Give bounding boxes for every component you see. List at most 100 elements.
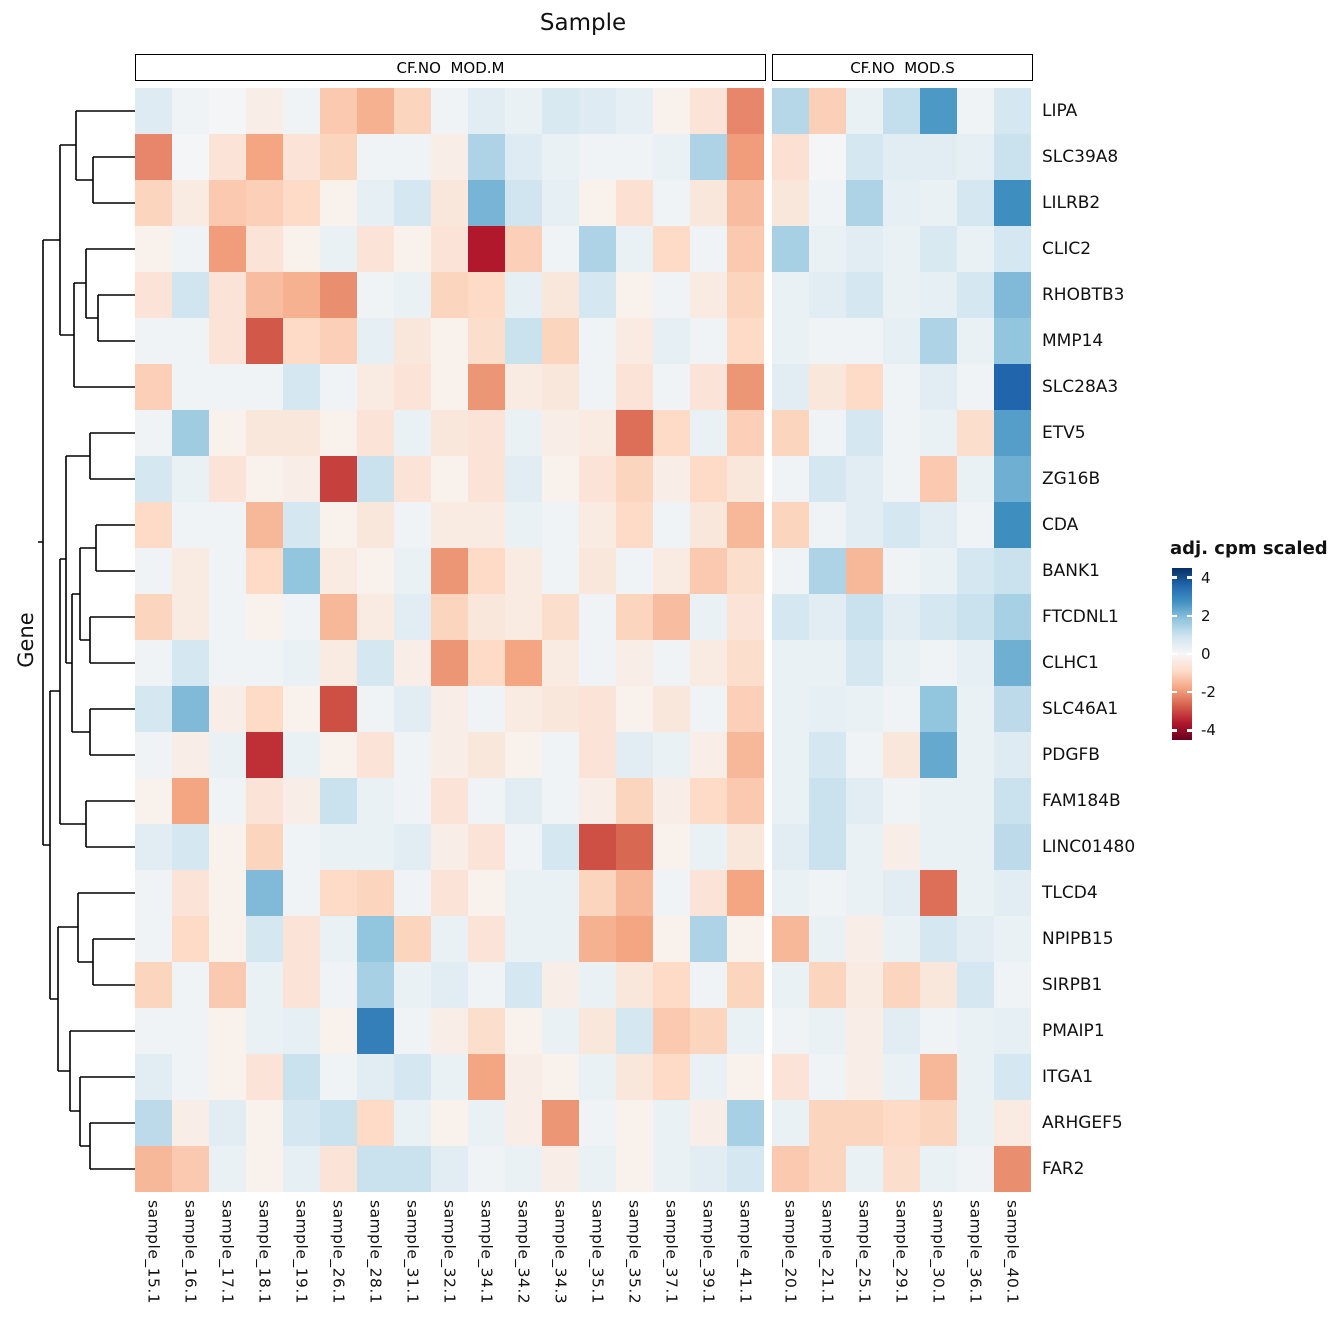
heatmap-cell [920,870,957,916]
heatmap-cell [846,272,883,318]
heatmap-cell [809,548,846,594]
heatmap-cell [846,640,883,686]
heatmap-cell [772,226,809,272]
heatmap-cell [994,778,1031,824]
heatmap-cell [172,1100,209,1146]
heatmap-cell [883,180,920,226]
heatmap-cell [135,962,172,1008]
heatmap-cell [846,318,883,364]
legend-tickmark [1187,729,1193,732]
heatmap-cell [809,364,846,410]
heatmap-cell [505,180,542,226]
heatmap-cell [283,502,320,548]
heatmap-cell [209,1008,246,1054]
heatmap-cell [653,686,690,732]
heatmap-cell [809,318,846,364]
heatmap-cell [616,1054,653,1100]
sample-label-cell: sample_34.3 [542,1200,579,1304]
heatmap-cell [957,962,994,1008]
sample-axis-labels: sample_15.1 sample_16.1 sample_17.1 sample_… [135,1200,1031,1304]
heatmap-cell [772,916,809,962]
heatmap-cell [772,318,809,364]
heatmap-cell [690,410,727,456]
heatmap-cell [283,824,320,870]
heatmap-cell [846,962,883,1008]
heatmap-cell [283,134,320,180]
sample-label-cell: sample_15.1 [135,1200,172,1304]
heatmap-cell [690,134,727,180]
heatmap-cell [431,134,468,180]
heatmap-cell [357,318,394,364]
heatmap-cell [505,916,542,962]
legend-tickmark [1187,652,1193,656]
heatmap-cell [809,640,846,686]
heatmap-cell [320,134,357,180]
heatmap-cell [135,410,172,456]
gene-label: CLIC2 [1042,239,1092,259]
heatmap-cell [579,594,616,640]
heatmap-cell [994,962,1031,1008]
heatmap-cell [394,88,431,134]
gene-label: FAR2 [1042,1159,1085,1179]
column-block-gap [764,180,772,226]
heatmap-cell [579,824,616,870]
heatmap-cell [809,732,846,778]
heatmap-cell [468,318,505,364]
heatmap-cell [920,410,957,456]
heatmap-cell [579,410,616,456]
sample-label: sample_37.1 [662,1200,681,1305]
heatmap-cell [431,870,468,916]
heatmap-cell [172,916,209,962]
heatmap-cell [542,410,579,456]
heatmap-cell [727,364,764,410]
legend-tick-label: 2 [1201,606,1211,625]
heatmap-cell [468,456,505,502]
heatmap-cell [957,502,994,548]
heatmap-cell [846,916,883,962]
heatmap-cell [283,410,320,456]
heatmap-cell [542,456,579,502]
heatmap-cell [920,732,957,778]
heatmap-cell [616,640,653,686]
heatmap-cell [542,732,579,778]
heatmap-cell [246,410,283,456]
heatmap-cell [431,1008,468,1054]
column-block-gap [764,272,772,318]
gene-label: PDGFB [1042,745,1100,765]
heatmap-cell [957,134,994,180]
heatmap-cell [357,548,394,594]
column-block-gap [764,594,772,640]
sample-label-cell: sample_21.1 [809,1200,846,1304]
gene-label: ARHGEF5 [1042,1113,1123,1133]
heatmap-cell [431,364,468,410]
column-group-modm-label: CF.NO MOD.M [396,58,505,77]
heatmap-cell [320,272,357,318]
heatmap-cell [209,272,246,318]
heatmap-cell [505,1008,542,1054]
gene-label: SLC39A8 [1042,147,1119,167]
heatmap-cell [431,272,468,318]
sample-label-cell: sample_28.1 [357,1200,394,1304]
heatmap-cell [727,962,764,1008]
heatmap-cell [994,640,1031,686]
heatmap-cell [246,88,283,134]
heatmap-cell [846,1054,883,1100]
sample-label-cell: sample_18.1 [246,1200,283,1304]
heatmap-cell [135,594,172,640]
heatmap-cell [846,364,883,410]
column-block-gap [764,778,772,824]
plot-title: Sample [539,10,627,36]
heatmap-cell [283,870,320,916]
heatmap-cell [809,226,846,272]
column-block-gap [764,364,772,410]
heatmap-cell [468,410,505,456]
heatmap-cell [994,272,1031,318]
heatmap-cell [283,778,320,824]
heatmap-cell [846,1100,883,1146]
legend-tickmark [1187,576,1193,579]
heatmap-cell [357,272,394,318]
heatmap-cell [883,594,920,640]
heatmap-cell [957,916,994,962]
heatmap-cell [431,640,468,686]
heatmap-cell [690,916,727,962]
